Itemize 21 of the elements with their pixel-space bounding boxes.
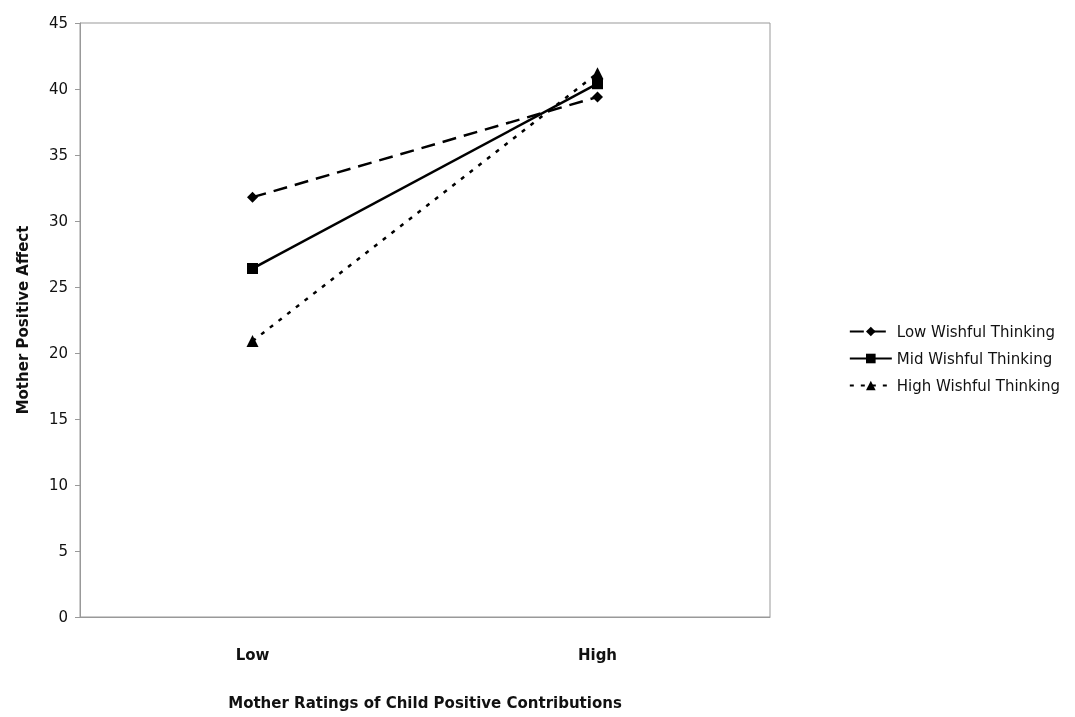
point — [247, 191, 258, 203]
y-tick-label: 10 — [48, 476, 68, 494]
point — [592, 91, 603, 103]
legend-label: Low Wishful Thinking — [896, 322, 1056, 341]
y-tick-label: 30 — [48, 212, 68, 230]
y-tick-label: 45 — [48, 14, 68, 32]
x-tick-label: High — [577, 645, 618, 664]
x-tick-label: Low — [235, 645, 270, 664]
y-tick-label: 35 — [48, 146, 68, 164]
x-axis-title: Mother Ratings of Child Positive Contributions — [228, 693, 622, 712]
legend-label: Mid Wishful Thinking — [896, 349, 1053, 368]
point — [592, 78, 603, 90]
y-tick-label: 25 — [48, 278, 68, 296]
y-tick-label: 20 — [48, 344, 68, 362]
y-tick-label: 5 — [58, 542, 68, 560]
point — [247, 263, 258, 275]
y-tick-label: 15 — [48, 410, 68, 428]
y-axis-title: Mother Positive Affect — [13, 225, 32, 415]
y-tick-label: 40 — [48, 80, 68, 98]
y-tick-label: 0 — [58, 608, 68, 626]
legend-label: High Wishful Thinking — [896, 376, 1060, 395]
